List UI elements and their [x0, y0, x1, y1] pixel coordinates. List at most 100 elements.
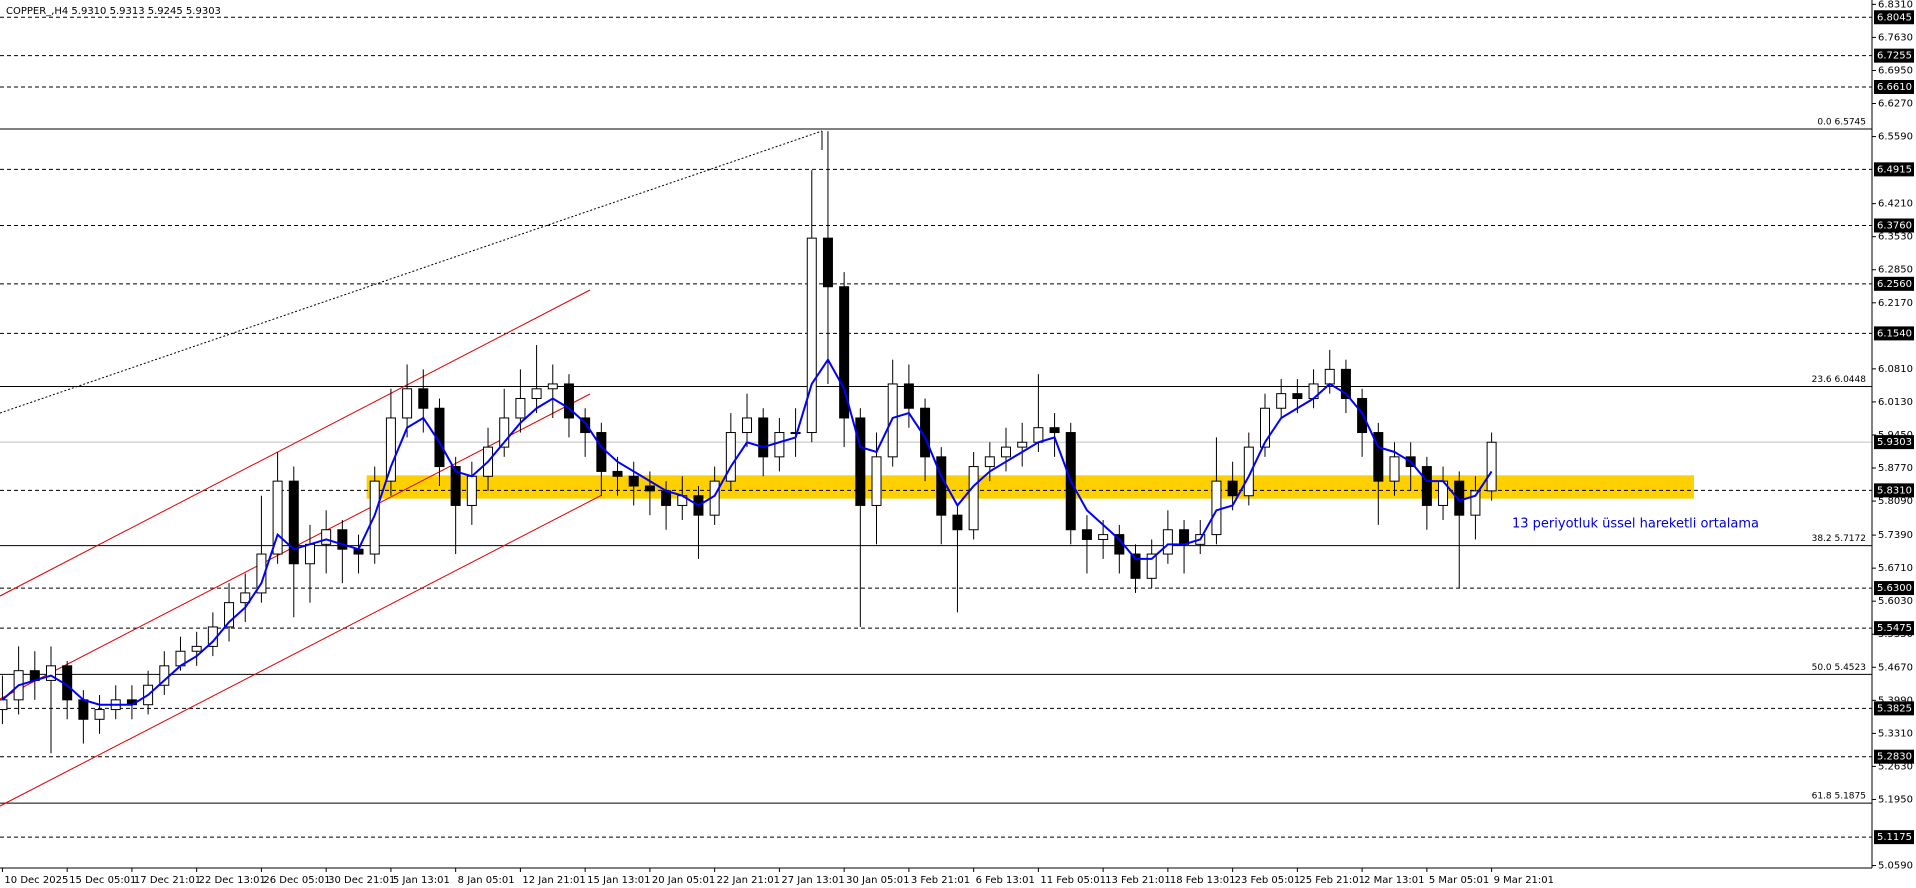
channel-lower [0, 494, 603, 807]
y-tick-label: 5.6710 [1878, 563, 1913, 574]
candle-body [903, 383, 914, 409]
candle-body [1340, 368, 1351, 400]
candle-body [806, 237, 817, 434]
x-tick-label: 15 Dec 05:01 [69, 875, 136, 886]
y-tick-label: 6.0130 [1878, 397, 1913, 408]
x-tick-label: 9 Mar 21:01 [1494, 875, 1554, 886]
candle-body [1081, 529, 1092, 540]
x-tick-label: 18 Feb 13:01 [1170, 875, 1236, 886]
candle-body [515, 398, 526, 419]
candle-body [839, 286, 850, 419]
x-tick-label: 13 Feb 21:01 [1105, 875, 1171, 886]
candle-body [936, 456, 947, 516]
fib-label: 61.8 5.1875 [1812, 792, 1866, 802]
candle-body [822, 237, 833, 288]
price-box [1874, 276, 1914, 291]
candle-body [1243, 446, 1254, 497]
price-box [1874, 79, 1914, 94]
candle-body [1001, 446, 1012, 458]
price-box [1874, 435, 1914, 450]
candle-body [434, 407, 445, 468]
x-tick-label: 2 Mar 13:01 [1364, 875, 1424, 886]
price-box [1874, 701, 1914, 716]
x-tick-label: 8 Jan 05:01 [458, 875, 515, 886]
candle-body [288, 480, 299, 565]
candle-body [871, 456, 882, 506]
annotation: 13 periyotluk üssel hareketli ortalama [1512, 517, 1759, 532]
candle-body [661, 490, 672, 506]
candle-body [466, 475, 477, 506]
candle-body [499, 417, 510, 448]
price-box-label: 6.6610 [1877, 82, 1912, 93]
candle-body [418, 388, 429, 409]
candle-body [1049, 427, 1060, 434]
candle-body [887, 383, 898, 458]
candle-body [1211, 480, 1222, 536]
candle-body [547, 383, 558, 390]
x-tick-label: 30 Dec 21:01 [328, 875, 395, 886]
candle-body [1179, 529, 1190, 545]
candle-body [321, 529, 332, 545]
y-tick-label: 6.2170 [1878, 298, 1913, 309]
y-tick-label: 6.6270 [1878, 99, 1913, 110]
candle-body [240, 592, 251, 604]
fib-label: 38.2 5.7172 [1812, 534, 1866, 544]
candle-body [774, 432, 785, 458]
x-tick-label: 23 Feb 05:01 [1235, 875, 1301, 886]
candle-body [628, 475, 639, 487]
candle-body [1162, 529, 1173, 555]
price-box [1874, 581, 1914, 596]
x-tick-label: 15 Jan 13:01 [587, 875, 650, 886]
price-box [1874, 621, 1914, 636]
price-box [1874, 48, 1914, 63]
candle-body [256, 553, 267, 594]
y-tick-label: 6.5590 [1878, 132, 1913, 143]
y-tick-label: 6.3530 [1878, 232, 1913, 243]
fib-label: 50.0 5.4523 [1812, 663, 1866, 673]
y-tick-label: 5.3310 [1878, 728, 1913, 739]
candle-body [94, 709, 105, 720]
candle-body [1130, 553, 1141, 579]
price-box [1874, 749, 1914, 764]
candle-body [1421, 466, 1432, 506]
y-tick-label: 5.8090 [1878, 496, 1913, 507]
candle-body [742, 417, 753, 434]
x-tick-label: 10 Dec 2025 [4, 875, 68, 886]
candle-body [1259, 407, 1270, 448]
y-tick-label: 5.8770 [1878, 463, 1913, 474]
candle-body [968, 466, 979, 531]
candle-body [1486, 441, 1497, 492]
candle-body [1373, 432, 1384, 482]
y-tick-label: 5.1950 [1878, 794, 1913, 805]
price-box-label: 5.6300 [1877, 583, 1912, 594]
candle-body [1146, 553, 1157, 579]
candle-body [855, 417, 866, 506]
x-tick-label: 30 Jan 05:01 [846, 875, 909, 886]
y-tick-label: 6.4210 [1878, 199, 1913, 210]
price-box [1874, 10, 1914, 25]
x-tick-label: 27 Jan 13:01 [781, 875, 844, 886]
price-box-label: 6.1540 [1877, 328, 1912, 339]
price-box-label: 5.3825 [1877, 703, 1912, 714]
candle-body [272, 480, 283, 555]
fib-label: 0.0 6.5745 [1817, 118, 1866, 128]
price-box [1874, 830, 1914, 845]
candle-body [580, 417, 591, 434]
x-tick-label: 6 Feb 13:01 [976, 875, 1035, 886]
candle-body [1324, 368, 1335, 385]
candle-body [1389, 456, 1400, 482]
x-tick-label: 22 Jan 21:01 [717, 875, 780, 886]
candle-body [563, 383, 574, 419]
candle-body [337, 529, 348, 550]
candle-body [1454, 480, 1465, 516]
channel-upper [0, 289, 591, 597]
fib-label: 23.6 6.0448 [1812, 375, 1867, 385]
x-tick-label: 3 Feb 21:01 [911, 875, 970, 886]
y-tick-label: 5.7390 [1878, 530, 1913, 541]
candle-body [385, 417, 396, 482]
candle-body [1276, 393, 1287, 409]
candle-body [952, 514, 963, 531]
candle-body [1098, 534, 1109, 540]
